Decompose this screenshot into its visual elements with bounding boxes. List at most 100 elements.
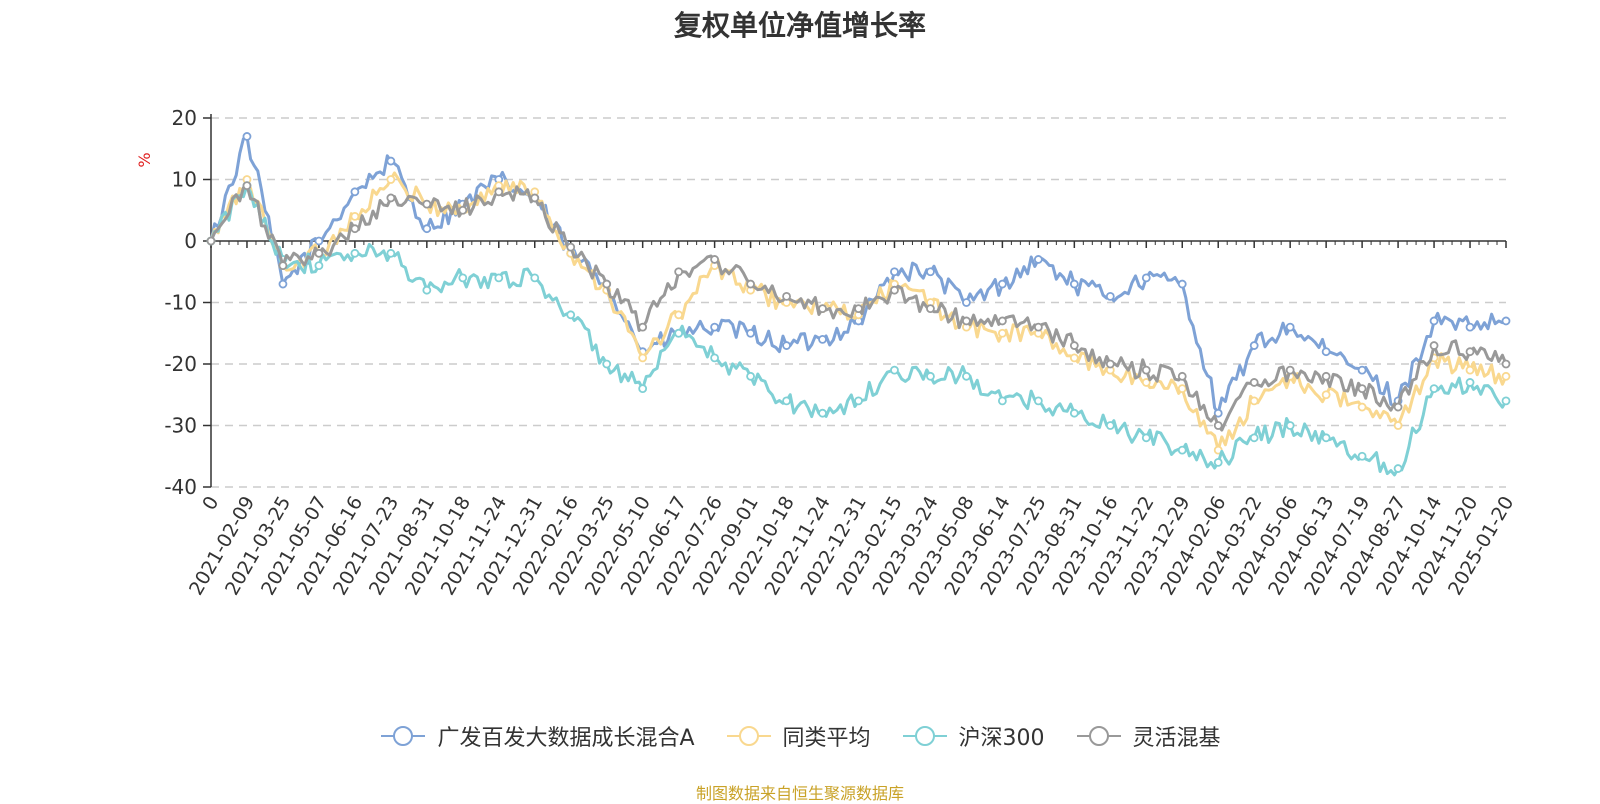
data-point[interactable] [1177,445,1187,455]
data-point[interactable] [1249,396,1259,406]
data-point[interactable] [1429,341,1439,350]
data-point[interactable] [1213,457,1223,467]
data-point[interactable] [386,193,396,203]
data-point[interactable] [1321,433,1331,443]
data-point[interactable] [1105,291,1115,301]
data-point[interactable] [1213,408,1223,418]
data-point[interactable] [710,353,720,363]
data-point[interactable] [494,187,504,197]
data-point[interactable] [710,322,720,332]
data-point[interactable] [314,261,324,271]
data-point[interactable] [1465,365,1475,375]
data-point[interactable] [1501,359,1511,369]
data-point[interactable] [674,328,684,338]
data-point[interactable] [602,359,612,369]
data-point[interactable] [1069,341,1079,350]
data-point[interactable] [350,187,360,197]
data-point[interactable] [1357,402,1367,412]
data-point[interactable] [314,248,324,258]
data-point[interactable] [1393,402,1403,412]
data-point[interactable] [890,365,899,375]
data-point[interactable] [242,132,252,141]
data-point[interactable] [746,371,755,381]
data-point[interactable] [1033,255,1043,264]
data-point[interactable] [1177,384,1187,394]
data-point[interactable] [1321,390,1331,400]
data-point[interactable] [494,273,504,283]
data-point[interactable] [746,279,755,289]
data-point[interactable] [1393,421,1403,430]
data-point[interactable] [818,408,827,418]
data-point[interactable] [1033,322,1043,332]
data-point[interactable] [1321,347,1331,357]
data-point[interactable] [1141,365,1151,375]
data-point[interactable] [1249,433,1259,443]
data-point[interactable] [1393,464,1403,473]
data-point[interactable] [386,156,396,166]
data-point[interactable] [818,304,827,314]
data-point[interactable] [638,384,648,394]
data-point[interactable] [350,224,360,234]
data-point[interactable] [710,255,720,264]
data-point[interactable] [1105,359,1115,369]
data-point[interactable] [926,267,935,277]
data-point[interactable] [1069,279,1079,289]
data-point[interactable] [890,267,899,277]
data-point[interactable] [674,267,684,277]
data-point[interactable] [1465,322,1475,332]
data-point[interactable] [1285,365,1295,375]
data-point[interactable] [242,181,252,191]
data-point[interactable] [422,224,432,234]
data-point[interactable] [1501,371,1511,381]
data-point[interactable] [926,304,935,314]
data-point[interactable] [1141,378,1151,387]
data-point[interactable] [997,316,1007,326]
data-point[interactable] [1249,341,1259,350]
data-point[interactable] [602,279,612,289]
data-point[interactable] [1249,378,1259,387]
data-point[interactable] [997,396,1007,406]
data-point[interactable] [997,328,1007,338]
legend-item-2[interactable]: 沪深300 [901,720,1045,752]
legend-item-1[interactable]: 同类平均 [725,720,871,752]
data-point[interactable] [1501,316,1511,326]
data-point[interactable] [1177,371,1187,381]
data-point[interactable] [1141,433,1151,443]
data-point[interactable] [1033,396,1043,406]
data-point[interactable] [530,193,540,203]
data-point[interactable] [854,396,863,406]
data-point[interactable] [1141,273,1151,283]
data-point[interactable] [1357,384,1367,394]
data-point[interactable] [1357,451,1367,461]
legend-item-0[interactable]: 广发百发大数据成长混合A [379,720,695,752]
legend-item-3[interactable]: 灵活混基 [1075,720,1221,752]
data-point[interactable] [890,285,899,295]
data-point[interactable] [566,310,576,320]
data-point[interactable] [962,371,971,381]
data-point[interactable] [1429,316,1439,326]
data-point[interactable] [566,242,576,252]
data-point[interactable] [1069,353,1079,363]
data-point[interactable] [458,273,468,283]
data-point[interactable] [314,236,324,246]
data-point[interactable] [1465,378,1475,387]
data-point[interactable] [1501,396,1511,406]
data-point[interactable] [1069,408,1079,418]
data-point[interactable] [997,279,1007,289]
data-point[interactable] [1429,384,1439,394]
data-point[interactable] [206,236,216,246]
data-point[interactable] [1357,365,1367,375]
data-point[interactable] [1285,421,1295,430]
data-point[interactable] [386,175,396,184]
data-point[interactable] [638,353,648,363]
data-point[interactable] [1177,279,1187,289]
data-point[interactable] [422,285,432,295]
data-point[interactable] [530,273,540,283]
data-point[interactable] [1213,421,1223,430]
data-point[interactable] [1105,421,1115,430]
data-point[interactable] [854,304,863,314]
data-point[interactable] [782,291,791,301]
data-point[interactable] [1321,371,1331,381]
data-point[interactable] [422,199,432,209]
data-point[interactable] [458,205,468,215]
